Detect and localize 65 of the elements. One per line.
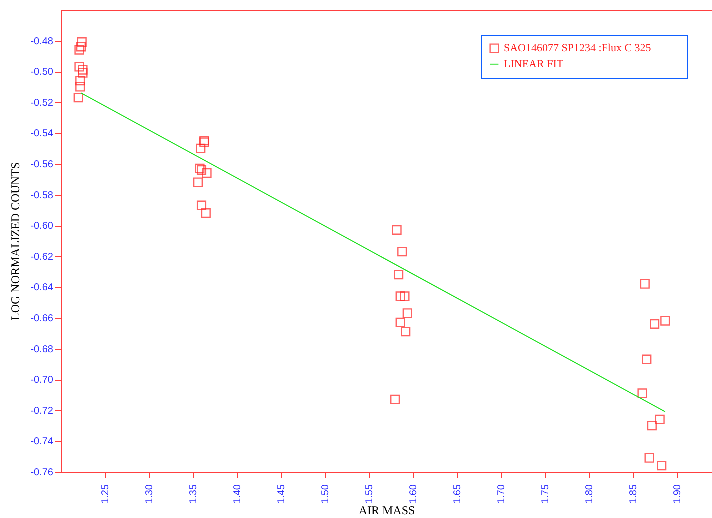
y-tick-label: -0.60 [30,221,54,232]
point [401,327,411,337]
point [196,144,206,154]
y-tick-label: -0.66 [30,314,54,324]
point [402,308,412,318]
point [196,200,207,210]
point [76,76,86,86]
legend-label: SAO146077 SP1234 :Flux C 325 [504,42,652,54]
point [77,38,87,48]
y-tick-label: -0.50 [30,67,54,78]
point [76,42,86,52]
x-tick-label: 1.90 [672,484,684,504]
x-tick-label: 1.60 [408,484,420,504]
x-tick-label: 1.40 [232,484,244,504]
point [644,453,654,463]
x-tick-label: 1.65 [452,484,464,504]
point [640,279,650,289]
point [655,414,665,424]
x-tick-label: 1.35 [188,484,200,504]
x-tick-label: 1.25 [100,484,112,504]
point [76,82,86,92]
x-tick-label: 1.70 [496,484,508,504]
point [400,292,410,302]
point [74,45,84,55]
point [78,65,88,75]
x-tick-label: 1.55 [364,484,376,504]
point [390,394,400,404]
point [647,421,657,431]
y-tick-label: -0.76 [30,468,54,478]
point [650,319,660,329]
y-tick-label: -0.54 [30,128,54,140]
x-tick-label: 1.85 [628,484,640,504]
y-tick-label: -0.68 [30,344,54,356]
y-tick-label: -0.70 [30,375,54,386]
y-axis-title: LOG NORMALIZED COUNTS [8,162,22,320]
x-axis-title: AIR MASS [358,504,416,518]
x-tick-label: 1.80 [584,484,596,504]
point [78,68,88,78]
point [201,208,211,218]
point [396,292,406,302]
x-tick-label: 1.50 [320,484,332,504]
y-tick-label: -0.48 [30,36,54,48]
y-tick-label: -0.74 [30,436,54,448]
point [394,270,404,280]
y-tick-label: -0.64 [30,282,54,294]
y-tick-label: -0.52 [30,98,54,109]
x-tick-label: 1.30 [144,484,156,504]
x-tick-label: 1.75 [540,484,552,504]
point [74,92,84,103]
point [398,246,408,257]
x-tick-label: 1.45 [276,484,288,504]
point [660,316,670,326]
point [202,168,212,178]
point [392,225,402,236]
y-tick-label: -0.62 [30,252,54,263]
point [638,388,648,398]
point [74,62,84,72]
y-tick-label: -0.56 [30,160,54,170]
point [642,354,652,364]
point [657,461,667,471]
y-tick-label: -0.72 [30,406,54,417]
legend-label: LINEAR FIT [504,58,564,70]
point [193,178,204,188]
point [396,318,406,328]
y-tick-label: -0.58 [30,190,54,202]
